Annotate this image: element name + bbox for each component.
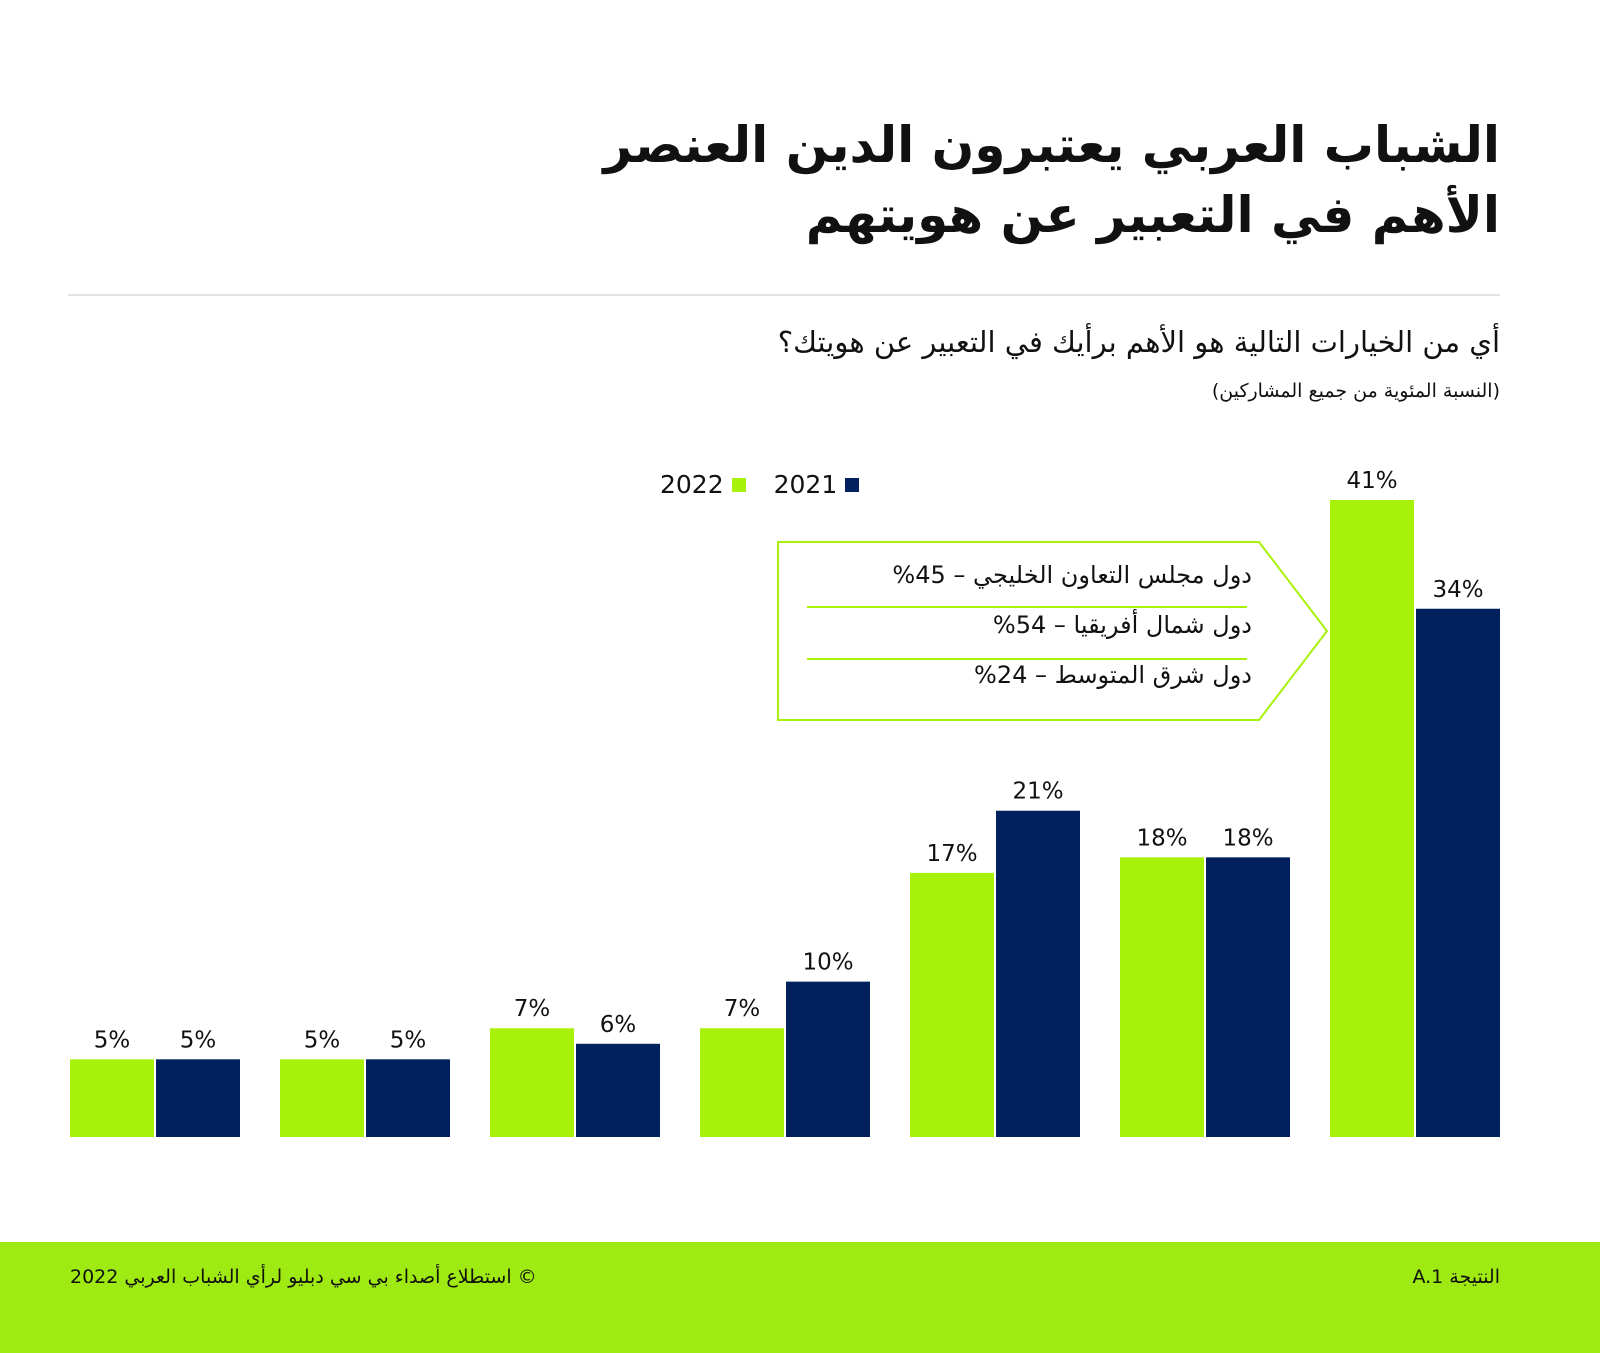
title-line-2: الأهم في التعبير عن هويتهم <box>805 186 1500 244</box>
bar-2021-6 <box>1206 857 1290 1137</box>
figure-label: النتيجة A.1 <box>1412 1266 1500 1288</box>
data-label-2021-2: 5% <box>390 1027 427 1053</box>
callout-arrow-shape <box>777 541 1329 721</box>
bar-2022-2 <box>280 1059 364 1137</box>
data-label-2022-3: 7% <box>514 996 551 1022</box>
footer: النتيجة A.1 © استطلاع أصداء بي سي دبليو … <box>0 1242 1600 1353</box>
legend-swatch-2021 <box>845 477 860 492</box>
bar-chart: 5% 5% 7% 7% 17% 18% 41% 5% 5% 6% 10% 21% 18% 34% <box>70 468 1500 1137</box>
legend-swatch-2022 <box>731 477 746 492</box>
data-label-2022-4: 7% <box>724 996 761 1022</box>
chart-subtitle: (النسبة المئوية من جميع المشاركين) <box>1211 380 1500 402</box>
legend: 2022 2021 <box>660 470 860 499</box>
callout-separator <box>807 658 1247 660</box>
data-label-2022-6: 18% <box>1136 825 1187 851</box>
data-label-2022-5: 17% <box>926 841 977 867</box>
bar-2021-1 <box>156 1059 240 1137</box>
survey-question: أي من الخيارات التالية هو الأهم برأيك في… <box>777 325 1500 359</box>
copyright: © استطلاع أصداء بي سي دبليو لرأي الشباب … <box>70 1266 537 1288</box>
callout-row-gcc: دول مجلس التعاون الخليجي – 45% <box>892 561 1252 589</box>
bar-2021-3 <box>576 1043 660 1137</box>
legend-label-2021: 2021 <box>773 470 838 499</box>
data-label-2022-7: 41% <box>1346 468 1397 494</box>
data-label-2022-1: 5% <box>94 1027 131 1053</box>
bar-2021-5 <box>996 810 1080 1137</box>
chart-title: الشباب العربي يعتبرون الدين العنصر الأهم… <box>500 110 1500 250</box>
data-label-2021-3: 6% <box>600 1012 637 1038</box>
regional-breakdown-callout: دول مجلس التعاون الخليجي – 45% دول شمال … <box>777 541 1337 721</box>
data-label-2021-7: 34% <box>1432 577 1483 603</box>
data-label-2022-2: 5% <box>304 1027 341 1053</box>
legend-label-2022: 2022 <box>660 470 724 499</box>
data-label-2021-4: 10% <box>802 950 853 976</box>
callout-separator <box>807 606 1247 608</box>
bar-2021-4 <box>786 981 870 1137</box>
title-line-1: الشباب العربي يعتبرون الدين العنصر <box>603 116 1500 174</box>
bar-2022-1 <box>70 1059 154 1137</box>
callout-row-levant: دول شرق المتوسط – 24% <box>974 661 1252 689</box>
bar-2022-7 <box>1330 500 1414 1137</box>
legend-item-2021: 2021 <box>774 470 860 499</box>
data-label-2021-6: 18% <box>1222 825 1273 851</box>
bar-2022-5 <box>910 872 994 1137</box>
divider <box>68 294 1500 296</box>
callout-row-north-africa: دول شمال أفريقيا – 54% <box>992 611 1252 639</box>
bar-2022-6 <box>1120 857 1204 1137</box>
data-label-2021-1: 5% <box>180 1027 217 1053</box>
data-label-2021-5: 21% <box>1012 779 1063 805</box>
bar-2021-2 <box>366 1059 450 1137</box>
bar-2021-7 <box>1416 608 1500 1137</box>
bar-2022-4 <box>700 1028 784 1137</box>
legend-item-2022: 2022 <box>660 470 746 499</box>
bar-2022-3 <box>490 1028 574 1137</box>
